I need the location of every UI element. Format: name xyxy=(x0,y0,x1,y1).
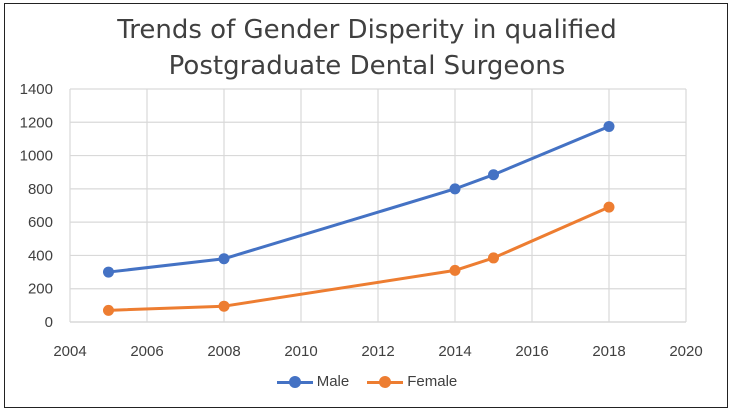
y-tick-label: 600 xyxy=(28,214,53,231)
x-tick-label: 2016 xyxy=(515,343,548,360)
male-point xyxy=(488,169,499,181)
female-point xyxy=(218,300,230,312)
female-point xyxy=(103,304,114,316)
series-female xyxy=(103,201,615,316)
x-tick-label: 2020 xyxy=(669,343,702,360)
female-point xyxy=(488,252,499,264)
female-point xyxy=(603,201,615,213)
chart-title-line-2: Postgraduate Dental Surgeons xyxy=(168,51,566,81)
male-point xyxy=(603,120,615,132)
legend-marker-icon xyxy=(276,375,313,388)
x-tick-label: 2008 xyxy=(207,343,240,360)
x-tick-label: 2012 xyxy=(361,343,394,360)
y-tick-label: 0 xyxy=(45,314,53,331)
x-tick-label: 2010 xyxy=(284,343,317,360)
legend-label: Female xyxy=(407,373,458,390)
x-tick-label: 2004 xyxy=(53,343,86,360)
y-axis-ticks: 0 200 400 600 800 1000 1200 1400 xyxy=(20,81,53,331)
male-point xyxy=(449,183,461,195)
male-line xyxy=(108,125,610,274)
chart-title-line-1: Trends of Gender Disperity in qualified xyxy=(117,15,617,45)
legend-item-female: Female xyxy=(367,373,457,390)
series-male xyxy=(103,120,615,278)
y-tick-label: 1200 xyxy=(20,114,53,131)
legend-marker-icon xyxy=(367,375,404,388)
gridlines xyxy=(69,88,687,323)
y-tick-label: 1400 xyxy=(20,81,53,98)
x-tick-label: 2006 xyxy=(130,343,163,360)
y-tick-label: 400 xyxy=(28,247,53,264)
male-point xyxy=(218,253,230,265)
legend-label: Male xyxy=(316,373,350,390)
x-tick-label: 2014 xyxy=(438,343,471,360)
y-tick-label: 800 xyxy=(28,181,53,198)
legend-item-male: Male xyxy=(276,373,350,390)
y-tick-label: 200 xyxy=(28,281,53,298)
chart-title: Trends of Gender Disperity in qualified … xyxy=(0,12,734,84)
legend: Male Female xyxy=(0,373,734,390)
female-point xyxy=(449,264,461,276)
male-point xyxy=(103,266,114,278)
x-tick-label: 2018 xyxy=(592,343,625,360)
x-axis-ticks: 2004 2006 2008 2010 2012 2014 2016 2018 2020 xyxy=(53,343,702,360)
y-tick-label: 1000 xyxy=(20,148,53,165)
series-group xyxy=(103,120,615,316)
